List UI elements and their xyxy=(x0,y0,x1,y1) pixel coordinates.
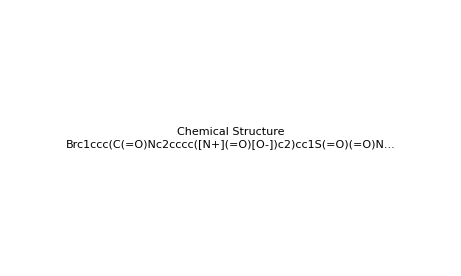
Text: Chemical Structure
Brc1ccc(C(=O)Nc2cccc([N+](=O)[O-])c2)cc1S(=O)(=O)N...: Chemical Structure Brc1ccc(C(=O)Nc2cccc(… xyxy=(65,127,396,149)
